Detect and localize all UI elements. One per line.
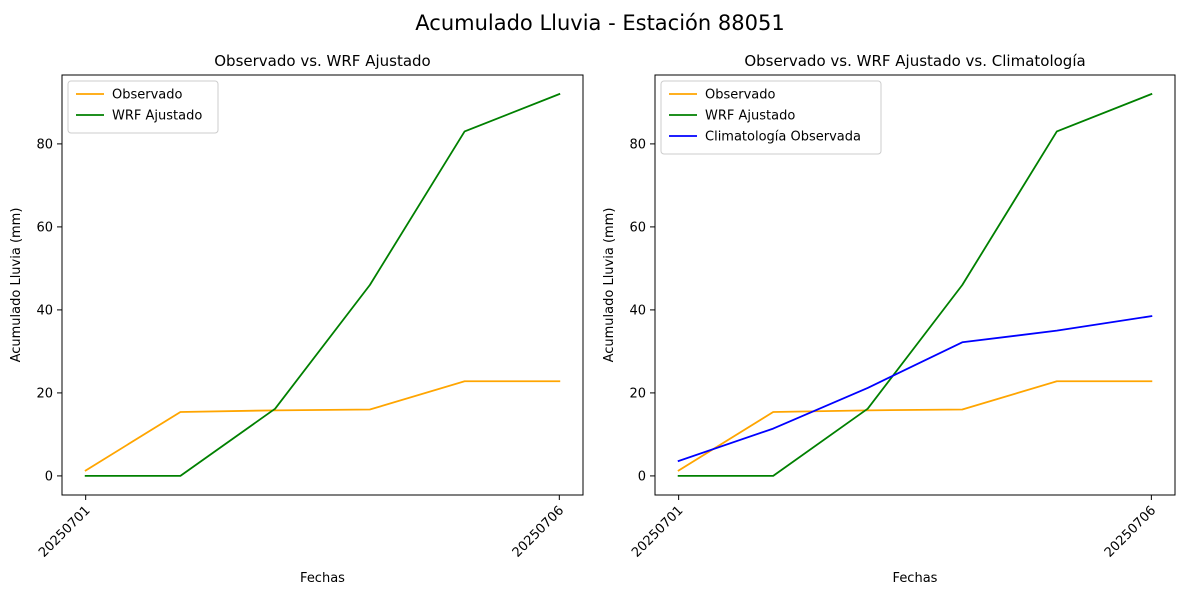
chart-2-ylabel: Acumulado Lluvia (mm) [602,208,617,363]
chart-1-xlabel: Fechas [300,571,345,586]
chart-2-xtick-label: 20250706 [1102,503,1159,560]
chart-2-ytick-label: 40 [629,303,646,318]
chart-2-xtick-label: 20250701 [629,503,686,560]
chart-2-ytick-label: 20 [629,386,646,401]
chart-1-legend: Observado WRF Ajustado [67,80,219,134]
chart-2-title: Observado vs. WRF Ajustado vs. Climatolo… [744,52,1085,70]
chart-1-ytick-label: 60 [36,220,53,235]
chart-2-ytick-label: 0 [638,469,646,484]
chart-1-ytick-label: 20 [36,386,53,401]
chart-1-xtick-label: 20250701 [36,503,93,560]
chart-2-legend-box [660,80,882,155]
chart-1-legend-box [67,80,219,134]
chart-2-ytick-label: 60 [629,220,646,235]
chart-2-legend-label-2: WRF Ajustado [705,109,795,124]
chart-1-xtick-label: 20250706 [510,503,567,560]
chart-1-title: Observado vs. WRF Ajustado [214,52,430,70]
chart-2-xlabel: Fechas [893,571,938,586]
chart-1-legend-label-1: Observado [112,88,183,103]
chart-1-series-1-line [84,380,561,472]
chart-1-legend-label-2: WRF Ajustado [112,109,202,124]
chart-1-axes-frame [61,74,584,496]
chart-1-ytick-label: 40 [36,303,53,318]
chart-2-series-3-line [677,315,1153,463]
chart-1-series-2-line [84,92,561,477]
chart-2: Observado vs. WRF Ajustado vs. Climatolo… [602,52,1176,586]
figure-title: Acumulado Lluvia - Estación 88051 [415,11,784,35]
chart-2-series-1-line [677,380,1153,472]
chart-2-legend-label-3: Climatología Observada [705,130,861,145]
chart-2-ytick-label: 80 [629,137,646,152]
chart-2-series-2-line [677,92,1153,477]
chart-1: Observado vs. WRF Ajustado 0 20 40 60 80 20250… [9,52,584,586]
chart-1-ylabel: Acumulado Lluvia (mm) [9,208,24,363]
chart-2-axes-frame [654,74,1176,496]
chart-2-legend: Observado WRF Ajustado Climatología Observ… [660,80,882,155]
chart-2-legend-label-1: Observado [705,88,776,103]
chart-1-ytick-label: 80 [36,137,53,152]
chart-1-ytick-label: 0 [45,469,53,484]
